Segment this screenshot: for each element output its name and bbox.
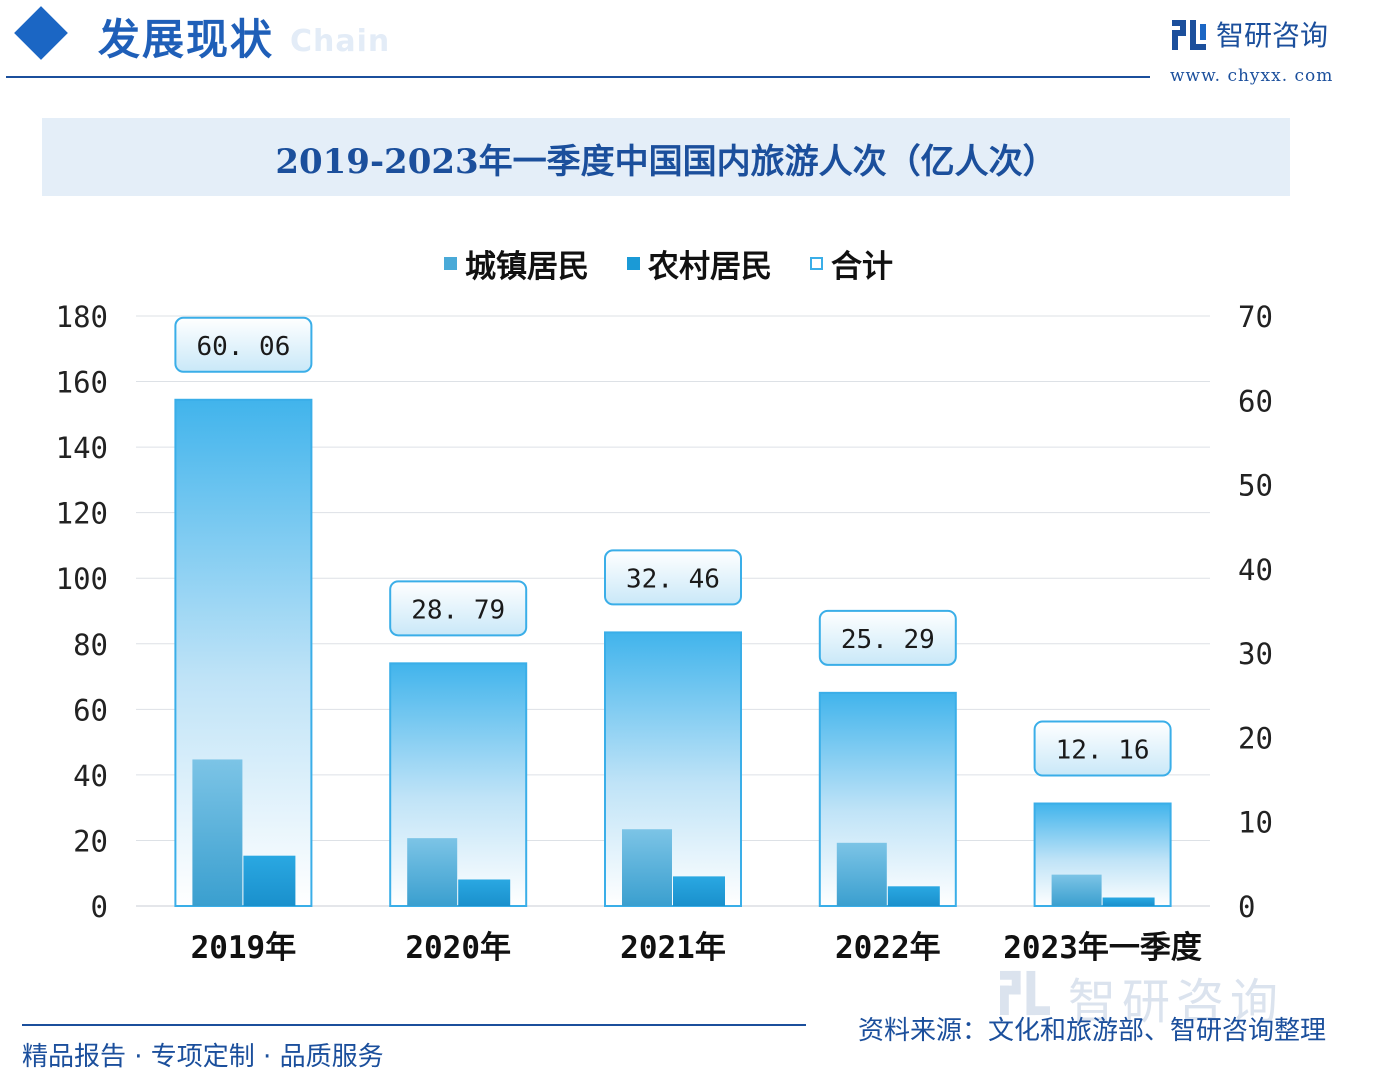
legend-item-urban: 城镇居民 bbox=[444, 240, 589, 286]
y-right-tick-label: 60 bbox=[1238, 384, 1273, 418]
chart-plot: 60. 06 28. 79 32. 46 25. 29 12. 16 0 20 40 60 80… bbox=[56, 300, 1273, 966]
x-tick-label: 2021年 bbox=[620, 930, 726, 966]
total-data-label-box bbox=[604, 549, 742, 606]
total-data-label-box bbox=[389, 580, 528, 637]
urban-bar bbox=[407, 838, 458, 906]
legend-label-rural: 农村居民 bbox=[648, 248, 772, 285]
urban-bar bbox=[622, 829, 672, 906]
brand-logo-icon bbox=[1172, 20, 1206, 50]
urban-bar bbox=[1051, 874, 1102, 906]
y-right-tick-label: 30 bbox=[1238, 637, 1273, 671]
chart-title: 2019-2023年一季度中国国内旅游人次（亿人次） bbox=[275, 142, 1057, 182]
brand-url: www. chyxx. com bbox=[1170, 66, 1334, 86]
y-left-tick-label: 0 bbox=[91, 890, 108, 924]
rural-bar bbox=[458, 879, 511, 906]
y-left-tick-label: 80 bbox=[73, 628, 108, 662]
y-right-tick-label: 10 bbox=[1238, 806, 1273, 840]
footer-divider bbox=[22, 1024, 806, 1026]
y-left-tick-label: 120 bbox=[56, 497, 108, 531]
rural-bar bbox=[243, 855, 296, 906]
total-data-label: 25. 29 bbox=[841, 625, 935, 655]
urban-bar bbox=[836, 842, 887, 906]
total-data-label: 32. 46 bbox=[626, 564, 720, 594]
y-right-tick-label: 50 bbox=[1238, 469, 1273, 503]
y-left-tick-label: 40 bbox=[73, 759, 108, 793]
y-left-tick-label: 160 bbox=[56, 366, 108, 400]
chart-title-band bbox=[42, 118, 1290, 196]
brand-name: 智研咨询 bbox=[1216, 19, 1329, 52]
footer-source: 资料来源：文化和旅游部、智研咨询整理 bbox=[858, 1016, 1327, 1046]
rural-bar bbox=[673, 876, 725, 906]
legend-label-urban: 城镇居民 bbox=[465, 248, 589, 285]
y-right-tick-label: 20 bbox=[1238, 721, 1273, 755]
y-right-tick-label: 70 bbox=[1238, 300, 1273, 334]
x-tick-label: 2020年 bbox=[405, 930, 511, 966]
x-tick-label: 2022年 bbox=[835, 930, 941, 966]
total-data-label: 12. 16 bbox=[1056, 736, 1150, 766]
legend-swatch-rural bbox=[627, 256, 640, 270]
y-left-tick-label: 100 bbox=[56, 562, 108, 596]
footer-slogan: 精品报告 · 专项定制 · 品质服务 bbox=[22, 1042, 384, 1072]
urban-bar bbox=[192, 759, 243, 906]
x-tick-label: 2023年一季度 bbox=[1003, 930, 1202, 966]
footer-watermark: 智研咨询 bbox=[1068, 974, 1285, 1030]
header-diamond-icon bbox=[14, 6, 68, 60]
legend-label-total: 合计 bbox=[831, 248, 893, 285]
y-left-tick-label: 140 bbox=[56, 431, 108, 465]
legend-item-total: 合计 bbox=[810, 240, 893, 286]
y-left-tick-label: 20 bbox=[73, 824, 108, 858]
rural-bar bbox=[1102, 897, 1155, 906]
header-divider bbox=[6, 76, 1150, 78]
y-right-tick-label: 0 bbox=[1238, 890, 1255, 924]
x-tick-label: 2019年 bbox=[191, 930, 297, 966]
legend-item-rural: 农村居民 bbox=[627, 240, 772, 286]
total-data-label: 60. 06 bbox=[196, 332, 290, 362]
legend-swatch-urban bbox=[444, 256, 457, 270]
section-ghost-text: Chain bbox=[290, 24, 391, 59]
y-left-tick-label: 180 bbox=[56, 300, 108, 334]
total-data-label-box bbox=[818, 609, 957, 666]
total-data-label: 28. 79 bbox=[411, 595, 505, 625]
chart-legend: 城镇居民 农村居民 合计 bbox=[0, 240, 1378, 286]
y-left-tick-label: 60 bbox=[73, 693, 108, 727]
rural-bar bbox=[887, 886, 940, 906]
watermark-logo-icon bbox=[1000, 970, 1050, 1016]
section-title: 发展现状 bbox=[98, 15, 275, 64]
total-data-label-box bbox=[174, 316, 313, 373]
total-data-label-box bbox=[1033, 720, 1172, 777]
y-right-tick-label: 40 bbox=[1238, 553, 1273, 587]
legend-swatch-total bbox=[810, 256, 823, 270]
